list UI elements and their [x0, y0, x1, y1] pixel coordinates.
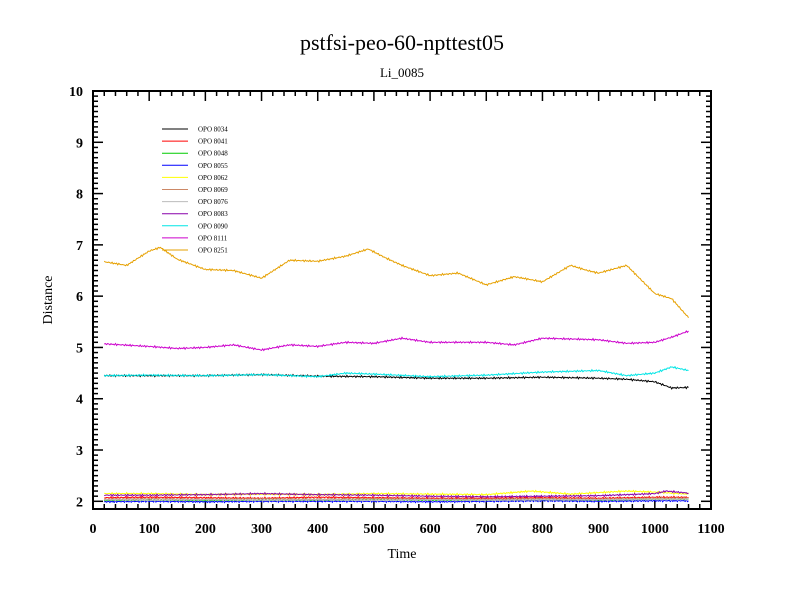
x-tick-label: 500 [363, 522, 384, 537]
x-tick-label: 100 [139, 522, 160, 537]
legend-label: OPO 8041 [198, 138, 228, 146]
y-tick-label: 5 [76, 341, 83, 356]
legend-label: OPO 8083 [198, 210, 228, 218]
x-axis-label: Time [387, 547, 416, 562]
chart-subtitle: Li_0085 [380, 65, 424, 80]
series-line-opo-8069 [103, 496, 689, 502]
legend-label: OPO 8069 [198, 186, 228, 194]
series-line-opo-8076 [104, 497, 689, 503]
y-tick-label: 4 [76, 393, 83, 408]
x-tick-label: 1100 [697, 522, 724, 537]
y-tick-label: 8 [76, 188, 83, 203]
series-line-opo-8090 [103, 365, 689, 379]
legend-label: OPO 8055 [198, 162, 228, 170]
x-tick-label: 400 [307, 522, 328, 537]
x-tick-label: 0 [90, 522, 97, 537]
legend-label: OPO 8090 [198, 222, 228, 230]
x-tick-label: 1000 [641, 522, 669, 537]
y-tick-label: 10 [69, 85, 83, 100]
legend-label: OPO 8111 [198, 234, 228, 242]
series-line-opo-8251 [103, 246, 689, 318]
plot-frame [92, 90, 712, 510]
series-line-opo-8083 [104, 489, 689, 499]
legend-label: OPO 8076 [198, 198, 228, 206]
x-tick-label: 600 [420, 522, 441, 537]
x-tick-label: 200 [195, 522, 216, 537]
series-line-opo-8055 [104, 498, 689, 504]
y-axis-label: Distance [41, 276, 56, 325]
chart-title: pstfsi-peo-60-npttest05 [300, 30, 504, 55]
y-tick-label: 7 [76, 239, 83, 254]
legend-label: OPO 8062 [198, 174, 228, 182]
plot-area: 0 100 200 300 400 500 600 700 800 900 1000 1100 2 3 4 5… [69, 85, 725, 537]
legend-label: OPO 8251 [198, 247, 228, 255]
y-tick-label: 9 [76, 136, 83, 151]
x-tick-label: 800 [532, 522, 553, 537]
y-tick-label: 6 [76, 290, 83, 305]
x-tick-label: 900 [588, 522, 609, 537]
legend-label: OPO 8048 [198, 150, 228, 158]
y-tick-label: 2 [76, 495, 83, 510]
series-line-opo-8111 [104, 330, 689, 352]
x-tick-label: 300 [251, 522, 272, 537]
y-tick-label: 3 [76, 444, 83, 459]
legend-label: OPO 8034 [198, 126, 228, 134]
x-tick-label: 700 [476, 522, 497, 537]
